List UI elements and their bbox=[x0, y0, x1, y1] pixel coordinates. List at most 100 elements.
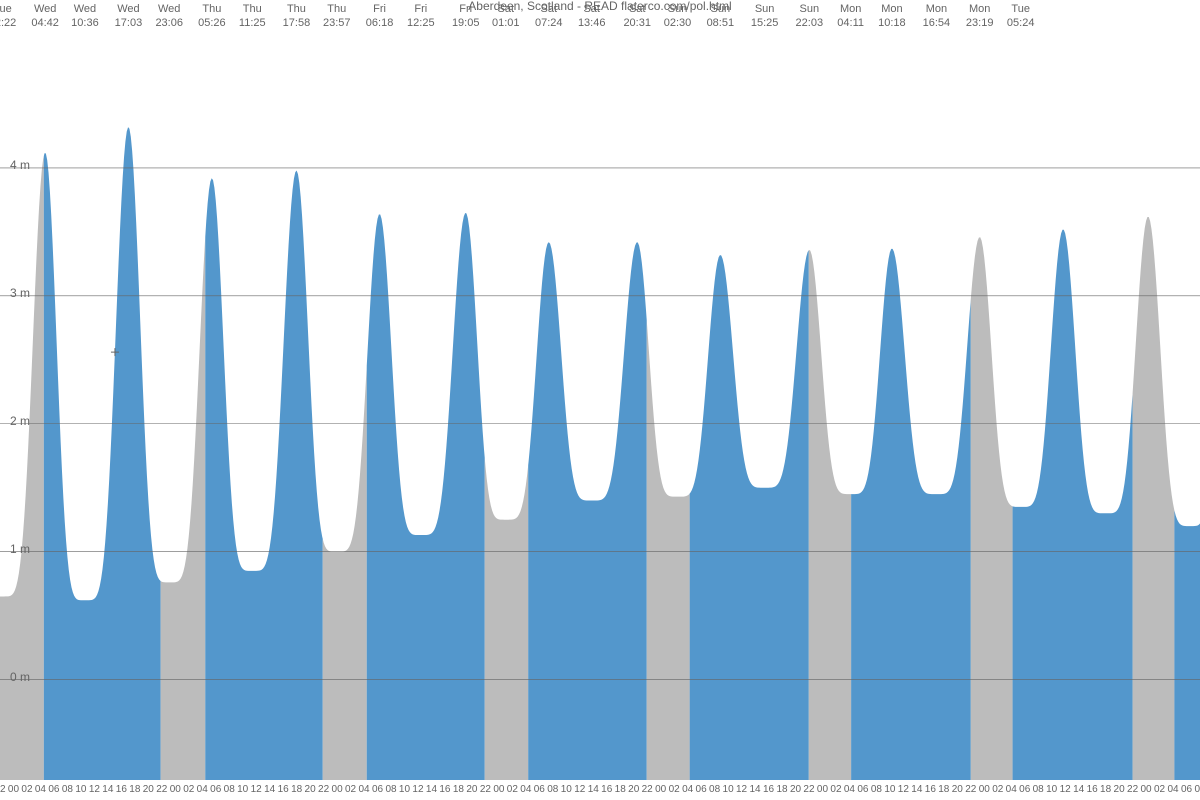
top-label-time: 22:22 bbox=[0, 17, 16, 29]
x-hour-label: 08 bbox=[224, 784, 236, 795]
x-hour-label: 22 bbox=[0, 784, 6, 795]
x-hour-label: 16 bbox=[439, 784, 451, 795]
top-label-time: 10:18 bbox=[878, 17, 906, 29]
x-hour-label: 16 bbox=[278, 784, 290, 795]
x-hour-label: 20 bbox=[790, 784, 802, 795]
x-hour-label: 22 bbox=[1127, 784, 1139, 795]
x-hour-label: 02 bbox=[1154, 784, 1166, 795]
x-hour-label: 02 bbox=[345, 784, 357, 795]
x-hour-label: 10 bbox=[237, 784, 249, 795]
top-label-day: Thu bbox=[287, 3, 306, 15]
x-hour-label: 04 bbox=[197, 784, 209, 795]
top-label-day: Wed bbox=[117, 3, 139, 15]
x-hour-label: 00 bbox=[332, 784, 344, 795]
x-hour-label: 10 bbox=[561, 784, 573, 795]
x-hour-label: 18 bbox=[615, 784, 627, 795]
x-hour-label: 14 bbox=[911, 784, 923, 795]
top-label-time: 04:11 bbox=[837, 17, 864, 29]
tide-fill-night bbox=[647, 320, 690, 780]
top-label-day: Wed bbox=[34, 3, 56, 15]
x-hour-label: 18 bbox=[1100, 784, 1112, 795]
top-label-day: Fri bbox=[414, 3, 427, 15]
x-hour-label: 22 bbox=[965, 784, 977, 795]
x-hour-label: 22 bbox=[480, 784, 492, 795]
x-hour-label: 16 bbox=[601, 784, 613, 795]
x-hour-label: 06 bbox=[372, 784, 384, 795]
x-hour-label: 20 bbox=[305, 784, 317, 795]
top-label-day: Thu bbox=[243, 3, 262, 15]
x-hour-label: 14 bbox=[102, 784, 114, 795]
x-hour-label: 18 bbox=[938, 784, 950, 795]
x-hour-label: 04 bbox=[844, 784, 856, 795]
x-hour-label: 20 bbox=[466, 784, 478, 795]
top-label-day: Thu bbox=[327, 3, 346, 15]
x-hour-label: 12 bbox=[89, 784, 101, 795]
top-label-time: 16:54 bbox=[923, 17, 951, 29]
y-axis-label: 0 m bbox=[10, 670, 30, 684]
x-hour-label: 06 bbox=[857, 784, 869, 795]
x-hour-label: 06 bbox=[1181, 784, 1193, 795]
x-hour-label: 06 bbox=[48, 784, 60, 795]
top-label-time: 22:03 bbox=[796, 17, 824, 29]
x-hour-label: 04 bbox=[520, 784, 532, 795]
x-hour-label: 06 bbox=[210, 784, 222, 795]
top-label-day: Sat bbox=[583, 3, 600, 15]
top-label-day: Wed bbox=[74, 3, 96, 15]
x-hour-label: 16 bbox=[925, 784, 937, 795]
top-label-day: Mon bbox=[881, 3, 902, 15]
x-hour-label: 16 bbox=[763, 784, 775, 795]
x-hour-label: 08 bbox=[709, 784, 721, 795]
top-label-time: 23:57 bbox=[323, 17, 351, 29]
tide-fill-night bbox=[161, 237, 206, 780]
x-hour-label: 08 bbox=[1194, 784, 1200, 795]
x-hour-label: 20 bbox=[143, 784, 155, 795]
x-hour-label: 02 bbox=[830, 784, 842, 795]
top-label-time: 06:18 bbox=[366, 17, 394, 29]
top-label-time: 04:42 bbox=[31, 17, 59, 29]
x-hour-label: 18 bbox=[291, 784, 303, 795]
x-hour-label: 00 bbox=[493, 784, 505, 795]
top-label-day: Fri bbox=[373, 3, 386, 15]
x-hour-label: 22 bbox=[803, 784, 815, 795]
x-hour-label: 04 bbox=[1167, 784, 1179, 795]
x-hour-label: 08 bbox=[385, 784, 397, 795]
x-hour-label: 14 bbox=[1073, 784, 1085, 795]
x-hour-label: 08 bbox=[871, 784, 883, 795]
top-label-day: Sat bbox=[541, 3, 558, 15]
x-hour-label: 12 bbox=[251, 784, 263, 795]
x-hour-label: 02 bbox=[21, 784, 33, 795]
x-hour-label: 00 bbox=[8, 784, 20, 795]
x-hour-label: 22 bbox=[156, 784, 168, 795]
tide-fill-night bbox=[323, 366, 367, 780]
x-hour-label: 00 bbox=[1141, 784, 1153, 795]
tide-fill-day bbox=[44, 127, 161, 780]
top-label-time: 05:26 bbox=[198, 17, 226, 29]
x-hour-label: 14 bbox=[264, 784, 276, 795]
x-hour-label: 02 bbox=[669, 784, 681, 795]
top-label-day: Sun bbox=[800, 3, 820, 15]
x-hour-label: 02 bbox=[507, 784, 519, 795]
x-hour-label: 10 bbox=[399, 784, 411, 795]
x-hour-label: 04 bbox=[358, 784, 370, 795]
x-hour-label: 14 bbox=[426, 784, 438, 795]
x-hour-label: 12 bbox=[898, 784, 910, 795]
top-label-time: 13:46 bbox=[578, 17, 606, 29]
x-hour-label: 00 bbox=[979, 784, 991, 795]
x-hour-label: 22 bbox=[318, 784, 330, 795]
top-label-time: 02:30 bbox=[664, 17, 692, 29]
x-hour-label: 00 bbox=[170, 784, 182, 795]
x-hour-label: 20 bbox=[628, 784, 640, 795]
tide-fill-night bbox=[1133, 217, 1175, 780]
top-label-time: 23:06 bbox=[155, 17, 183, 29]
x-axis-hour-labels: 2200020406081012141618202200020406081012… bbox=[0, 784, 1200, 795]
x-hour-label: 14 bbox=[588, 784, 600, 795]
top-label-day: Sat bbox=[629, 3, 646, 15]
x-hour-label: 16 bbox=[116, 784, 128, 795]
top-label-time: 23:19 bbox=[966, 17, 994, 29]
top-label-time: 07:24 bbox=[535, 17, 563, 29]
top-label-time: 17:03 bbox=[115, 17, 143, 29]
top-label-day: Thu bbox=[202, 3, 221, 15]
top-label-day: Sun bbox=[755, 3, 775, 15]
top-label-time: 05:24 bbox=[1007, 17, 1035, 29]
x-hour-label: 04 bbox=[35, 784, 47, 795]
